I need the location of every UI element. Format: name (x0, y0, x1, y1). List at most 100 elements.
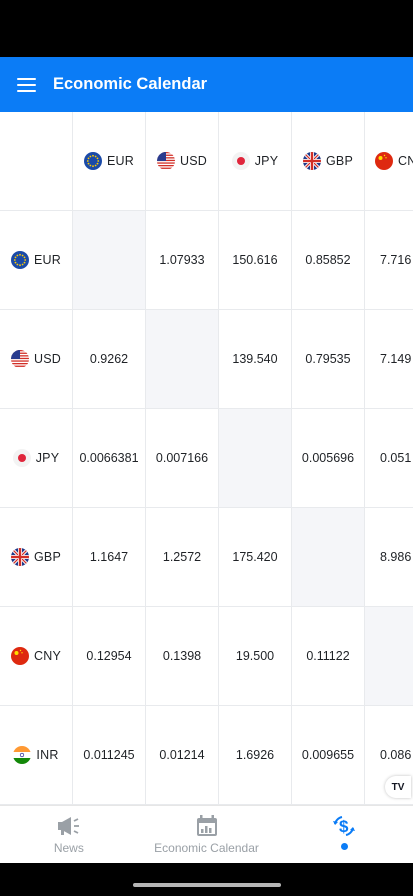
rate-cell[interactable]: 0.086 (365, 706, 413, 805)
nav-economic-calendar-label: Economic Calendar (154, 841, 259, 855)
rate-cell[interactable]: 0.12954 (73, 607, 146, 706)
bottom-navigation: News Economic Calendar $ (0, 805, 413, 864)
rate-cell[interactable]: 0.007166 (146, 409, 219, 508)
rate-cell[interactable]: 1.6926 (219, 706, 292, 805)
rate-cell[interactable]: 1.1647 (73, 508, 146, 607)
column-header-usd[interactable]: USD (146, 112, 219, 211)
rate-cell[interactable] (292, 508, 365, 607)
rate-cell[interactable] (365, 607, 413, 706)
rate-cell[interactable]: 7.149 (365, 310, 413, 409)
rate-cell[interactable]: 0.85852 (292, 211, 365, 310)
rate-value: 139.540 (232, 352, 278, 366)
column-header-gbp[interactable]: GBP (292, 112, 365, 211)
rate-value: 0.009655 (301, 748, 355, 762)
rate-value: 0.005696 (301, 451, 355, 465)
eu-flag-icon (84, 152, 102, 170)
rate-cell[interactable]: 0.79535 (292, 310, 365, 409)
nav-economic-calendar[interactable]: Economic Calendar (138, 806, 276, 864)
calendar-icon (196, 815, 217, 836)
us-flag-icon (157, 152, 175, 170)
rate-value: 150.616 (232, 253, 278, 267)
svg-text:$: $ (339, 817, 349, 836)
row-header-usd[interactable]: USD (0, 310, 73, 409)
row-header-inr[interactable]: INR (0, 706, 73, 805)
rate-cell[interactable]: 0.0066381 (73, 409, 146, 508)
column-header-jpy[interactable]: JPY (219, 112, 292, 211)
row-header-label: USD (34, 352, 61, 366)
column-header-cny[interactable]: CN (365, 112, 413, 211)
gesture-area (0, 863, 413, 896)
rate-cell[interactable]: 0.009655 (292, 706, 365, 805)
megaphone-icon (57, 817, 79, 835)
corner-cell (0, 112, 73, 211)
rate-value: 7.716 (380, 253, 412, 267)
nav-news[interactable]: News (0, 806, 138, 864)
rate-cell[interactable]: 1.2572 (146, 508, 219, 607)
currency-exchange-icon: $ (333, 816, 356, 836)
rate-value: 175.420 (232, 550, 278, 564)
tradingview-badge[interactable]: TV (385, 776, 411, 798)
rate-value: 0.011245 (83, 748, 135, 762)
eu-flag-icon (11, 251, 29, 269)
cn-flag-icon (375, 152, 393, 170)
rate-cell[interactable]: 150.616 (219, 211, 292, 310)
rate-cell[interactable]: 19.500 (219, 607, 292, 706)
rate-value: 0.0066381 (79, 451, 139, 465)
column-header-label: USD (180, 154, 207, 168)
column-header-label: CN (398, 154, 413, 168)
rate-cell[interactable]: 0.11122 (292, 607, 365, 706)
rate-cell[interactable]: 0.005696 (292, 409, 365, 508)
rate-cell[interactable]: 1.07933 (146, 211, 219, 310)
rate-value: 0.79535 (305, 352, 351, 366)
row-header-label: GBP (34, 550, 61, 564)
currency-matrix[interactable]: EUR USD JPY GBP CN EUR 1.07933 150.616 0.85852 7.… (0, 112, 413, 805)
rate-cell[interactable]: 0.011245 (73, 706, 146, 805)
jp-flag-icon (231, 152, 250, 170)
column-header-label: EUR (107, 154, 134, 168)
row-header-cny[interactable]: CNY (0, 607, 73, 706)
rate-cell[interactable]: 139.540 (219, 310, 292, 409)
row-header-eur[interactable]: EUR (0, 211, 73, 310)
row-header-gbp[interactable]: GBP (0, 508, 73, 607)
gb-flag-icon (303, 152, 321, 170)
column-header-eur[interactable]: EUR (73, 112, 146, 211)
row-header-label: JPY (35, 451, 60, 465)
rate-value: 0.9262 (89, 352, 129, 366)
rate-value: 0.051 (380, 451, 412, 465)
nav-news-label: News (53, 841, 84, 855)
status-bar (0, 0, 413, 57)
active-indicator-dot (340, 843, 348, 850)
app-title: Economic Calendar (53, 75, 208, 93)
rate-cell[interactable]: 0.9262 (73, 310, 146, 409)
row-header-label: INR (36, 748, 59, 762)
rate-cell[interactable]: 0.01214 (146, 706, 219, 805)
rate-cell[interactable]: 0.1398 (146, 607, 219, 706)
row-header-label: EUR (34, 253, 61, 267)
row-header-label: CNY (34, 649, 61, 663)
column-header-label: GBP (326, 154, 353, 168)
jp-flag-icon (12, 449, 31, 467)
in-flag-icon (13, 746, 32, 764)
rate-value: 0.12954 (86, 649, 132, 663)
rate-value: 0.85852 (305, 253, 351, 267)
rate-value: 0.11122 (306, 649, 350, 663)
column-header-label: JPY (254, 154, 279, 168)
gb-flag-icon (11, 548, 29, 566)
rate-value: 1.1647 (89, 550, 129, 564)
rate-cell[interactable] (146, 310, 219, 409)
rate-value: 1.07933 (159, 253, 205, 267)
rate-value: 0.086 (380, 748, 412, 762)
rate-cell[interactable] (73, 211, 146, 310)
rate-cell[interactable]: 8.986 (365, 508, 413, 607)
rate-value: 0.1398 (162, 649, 202, 663)
rate-value: 7.149 (380, 352, 412, 366)
nav-currency-exchange[interactable]: $ (275, 806, 413, 864)
cn-flag-icon (11, 647, 29, 665)
hamburger-menu-icon[interactable] (17, 77, 37, 93)
rate-cell[interactable]: 0.051 (365, 409, 413, 508)
rate-cell[interactable]: 7.716 (365, 211, 413, 310)
rate-cell[interactable]: 175.420 (219, 508, 292, 607)
rate-cell[interactable] (219, 409, 292, 508)
home-gesture-bar[interactable] (133, 883, 281, 887)
row-header-jpy[interactable]: JPY (0, 409, 73, 508)
